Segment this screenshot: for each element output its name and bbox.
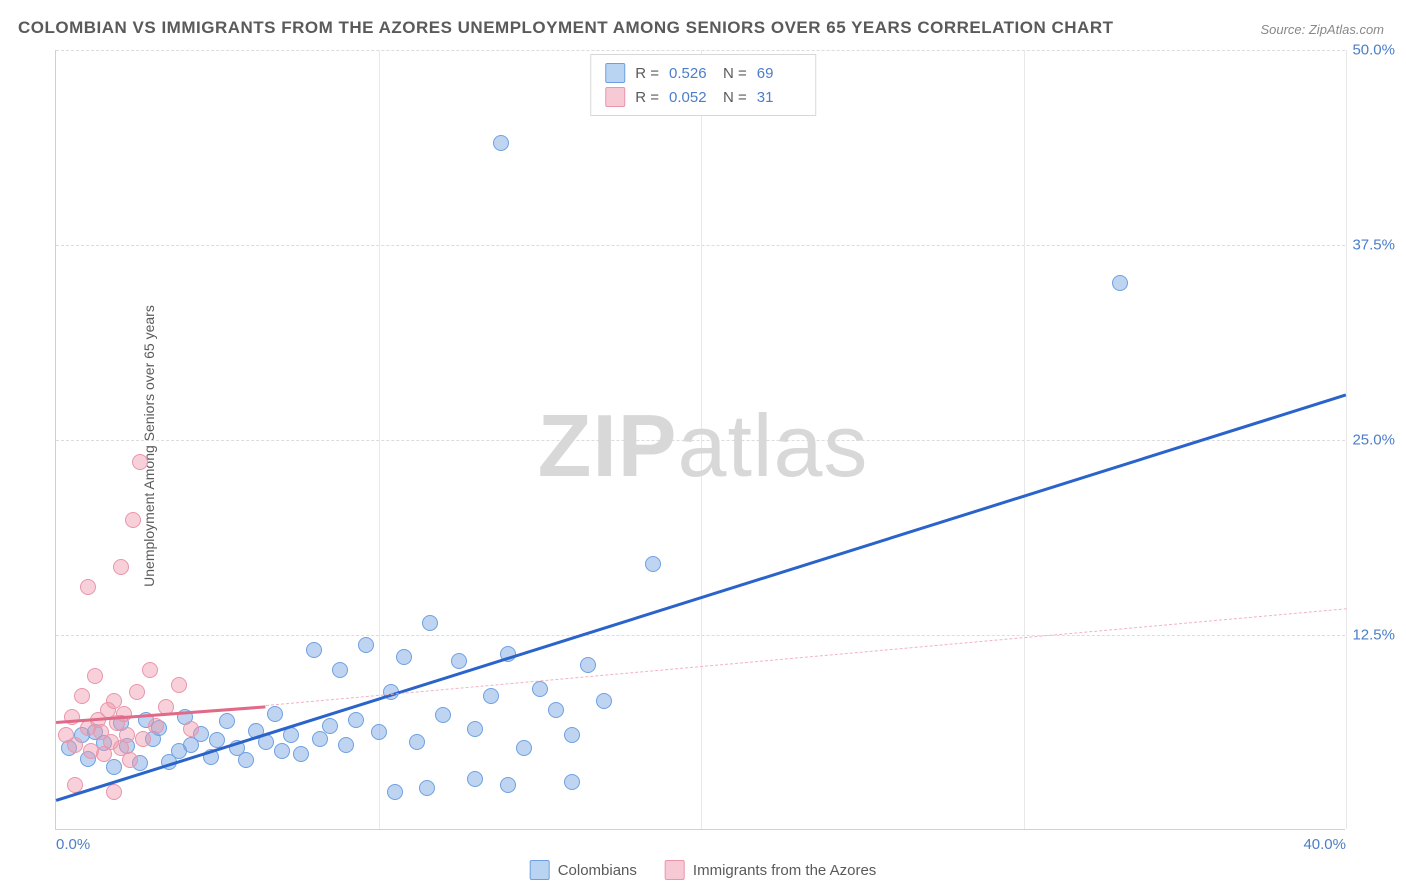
plot-area: 12.5%25.0%37.5%50.0%0.0%40.0%	[55, 50, 1345, 830]
scatter-point	[148, 718, 164, 734]
scatter-point	[483, 688, 499, 704]
scatter-point	[332, 662, 348, 678]
scatter-point	[129, 684, 145, 700]
scatter-point	[387, 784, 403, 800]
legend-series-label: Immigrants from the Azores	[693, 862, 876, 879]
scatter-point	[122, 752, 138, 768]
y-tick-label: 25.0%	[1352, 432, 1395, 449]
scatter-point	[451, 653, 467, 669]
legend-series: Colombians Immigrants from the Azores	[530, 860, 877, 880]
scatter-point	[74, 688, 90, 704]
source-label: Source: ZipAtlas.com	[1260, 22, 1384, 37]
r-label: R =	[635, 89, 659, 106]
n-value: 69	[757, 65, 801, 82]
y-tick-label: 12.5%	[1352, 627, 1395, 644]
x-tick-label: 0.0%	[56, 836, 90, 853]
scatter-point	[516, 740, 532, 756]
scatter-point	[80, 579, 96, 595]
legend-swatch	[665, 860, 685, 880]
scatter-point	[422, 615, 438, 631]
scatter-point	[358, 637, 374, 653]
scatter-point	[493, 135, 509, 151]
gridline-v	[1346, 50, 1347, 829]
scatter-point	[238, 752, 254, 768]
scatter-point	[564, 774, 580, 790]
legend-series-item: Colombians	[530, 860, 637, 880]
scatter-point	[596, 693, 612, 709]
scatter-point	[467, 721, 483, 737]
scatter-point	[283, 727, 299, 743]
scatter-point	[135, 731, 151, 747]
legend-stat-row: R = 0.526 N = 69	[605, 61, 801, 85]
scatter-point	[1112, 275, 1128, 291]
r-value: 0.526	[669, 65, 713, 82]
n-label: N =	[723, 65, 747, 82]
legend-correlation: R = 0.526 N = 69 R = 0.052 N = 31	[590, 54, 816, 116]
chart-title: COLOMBIAN VS IMMIGRANTS FROM THE AZORES …	[18, 18, 1114, 38]
y-tick-label: 37.5%	[1352, 237, 1395, 254]
scatter-point	[293, 746, 309, 762]
scatter-point	[274, 743, 290, 759]
scatter-point	[125, 512, 141, 528]
n-label: N =	[723, 89, 747, 106]
scatter-point	[371, 724, 387, 740]
legend-swatch	[530, 860, 550, 880]
legend-swatch	[605, 87, 625, 107]
x-tick-label: 40.0%	[1303, 836, 1346, 853]
scatter-point	[183, 721, 199, 737]
scatter-point	[113, 559, 129, 575]
scatter-point	[116, 706, 132, 722]
scatter-point	[645, 556, 661, 572]
scatter-point	[119, 727, 135, 743]
scatter-point	[419, 780, 435, 796]
r-value: 0.052	[669, 89, 713, 106]
scatter-point	[267, 706, 283, 722]
scatter-point	[87, 668, 103, 684]
legend-series-item: Immigrants from the Azores	[665, 860, 876, 880]
scatter-point	[396, 649, 412, 665]
scatter-point	[348, 712, 364, 728]
scatter-point	[548, 702, 564, 718]
legend-stat-row: R = 0.052 N = 31	[605, 85, 801, 109]
scatter-point	[500, 777, 516, 793]
scatter-point	[435, 707, 451, 723]
legend-swatch	[605, 63, 625, 83]
scatter-point	[409, 734, 425, 750]
scatter-point	[142, 662, 158, 678]
scatter-point	[322, 718, 338, 734]
scatter-point	[132, 454, 148, 470]
r-label: R =	[635, 65, 659, 82]
scatter-point	[67, 737, 83, 753]
scatter-point	[219, 713, 235, 729]
scatter-point	[564, 727, 580, 743]
gridline-v	[1024, 50, 1025, 829]
scatter-point	[106, 784, 122, 800]
scatter-point	[338, 737, 354, 753]
n-value: 31	[757, 89, 801, 106]
scatter-point	[306, 642, 322, 658]
scatter-point	[171, 677, 187, 693]
y-tick-label: 50.0%	[1352, 42, 1395, 59]
scatter-point	[532, 681, 548, 697]
legend-series-label: Colombians	[558, 862, 637, 879]
scatter-point	[467, 771, 483, 787]
scatter-point	[580, 657, 596, 673]
gridline-v	[701, 50, 702, 829]
gridline-v	[379, 50, 380, 829]
